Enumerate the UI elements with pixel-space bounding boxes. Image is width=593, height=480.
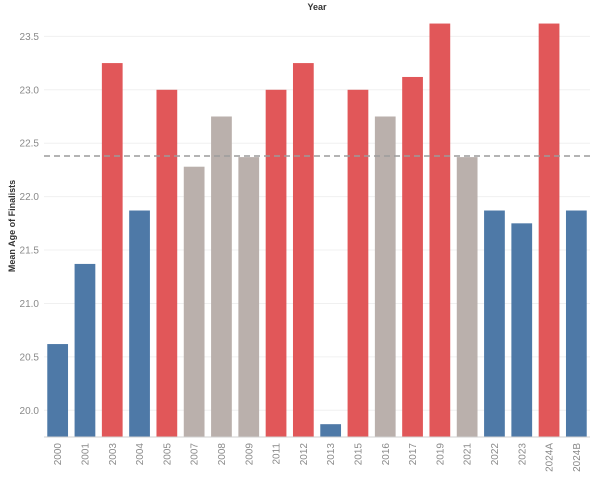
y-tick-label: 22.5 — [20, 139, 40, 150]
bar-2008 — [211, 116, 232, 438]
bar-2019 — [429, 23, 451, 437]
x-tick-label: 2016 — [381, 443, 392, 466]
bar-2024B — [565, 210, 587, 437]
y-tick-label: 23.5 — [20, 32, 40, 43]
bar-2017 — [402, 76, 423, 438]
y-tick-label: 21.0 — [20, 299, 40, 310]
bar-2015 — [347, 89, 369, 437]
bars — [47, 23, 587, 438]
bar-2005 — [156, 89, 178, 437]
x-tick-label: 2001 — [80, 443, 91, 466]
x-tick-label: 2004 — [135, 443, 146, 466]
x-tick-label: 2021 — [463, 443, 474, 466]
x-tick-label: 2013 — [326, 443, 337, 466]
bar-2003 — [101, 63, 123, 437]
bar-2022 — [484, 210, 505, 437]
x-tick-label: 2012 — [299, 443, 310, 466]
x-tick-label: 2015 — [353, 443, 364, 466]
x-tick-label: 2008 — [217, 443, 228, 466]
x-tick-label: 2000 — [53, 443, 64, 466]
x-tick-label: 2019 — [435, 443, 446, 466]
y-ticks: 20.0 20.5 21.0 21.5 22.0 22.5 23.0 23.5 — [20, 32, 40, 417]
x-tick-label: 2024A — [545, 443, 556, 472]
x-tick-label: 2023 — [517, 443, 528, 466]
bar-2012 — [292, 63, 314, 437]
bar-2011 — [265, 89, 287, 437]
bar-2013 — [320, 424, 342, 437]
x-tick-label: 2003 — [108, 443, 119, 466]
y-tick-label: 20.0 — [20, 406, 40, 417]
bar-2001 — [74, 263, 96, 437]
y-axis-title: Mean Age of Finalists — [7, 180, 17, 272]
bar-2023 — [511, 223, 533, 437]
x-tick-label: 2024B — [572, 443, 583, 472]
x-tick-label: 2007 — [190, 443, 201, 466]
bar-2024A — [538, 23, 560, 437]
bar-2004 — [129, 210, 150, 437]
y-tick-label: 23.0 — [20, 85, 40, 96]
y-tick-label: 21.5 — [20, 246, 40, 257]
y-tick-label: 20.5 — [20, 352, 40, 363]
x-tick-label: 2005 — [162, 443, 173, 466]
chart-title: Year — [307, 2, 327, 12]
x-tick-label: 2009 — [244, 443, 255, 466]
bar-2007 — [183, 166, 205, 437]
x-ticks: 2000 2001 2003 2004 2005 2007 2008 2009 2011 2012… — [53, 443, 583, 472]
bar-2009 — [238, 157, 260, 438]
x-tick-label: 2017 — [408, 443, 419, 466]
bar-2000 — [47, 344, 69, 437]
y-tick-label: 22.0 — [20, 192, 40, 203]
grid-lines — [44, 35, 590, 411]
bar-2021 — [456, 157, 478, 438]
x-tick-label: 2011 — [272, 443, 283, 465]
x-tick-label: 2022 — [490, 443, 501, 466]
bar-2016 — [374, 116, 396, 438]
